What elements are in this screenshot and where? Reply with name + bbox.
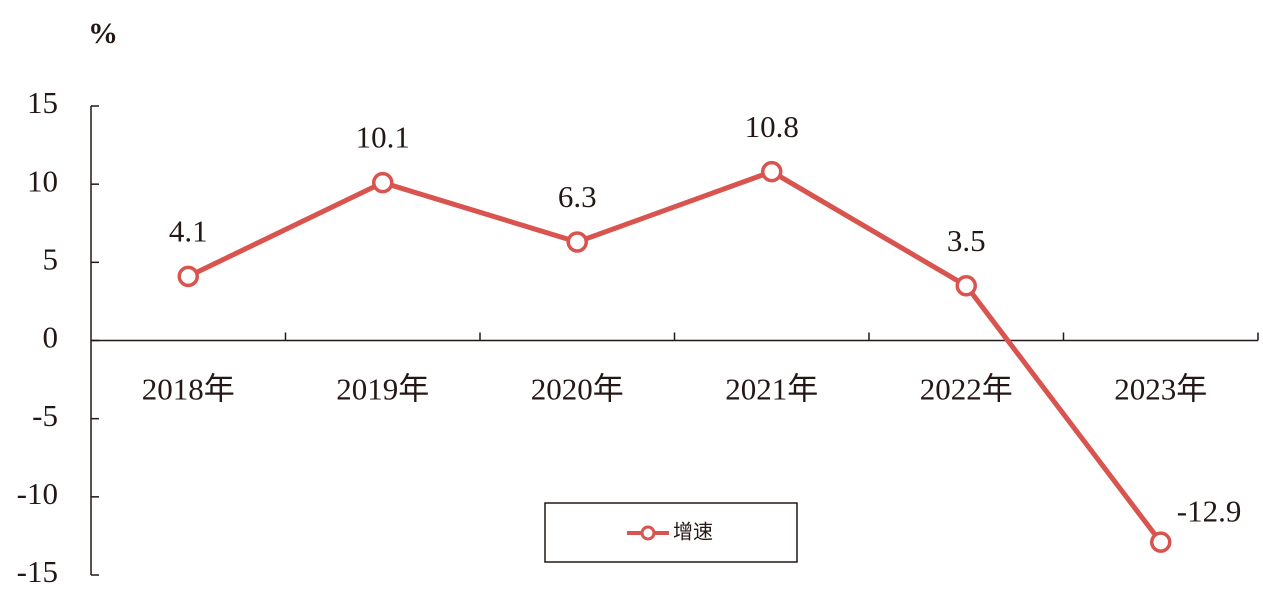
- point: [177, 265, 199, 288]
- y-tick-label: -5: [32, 398, 58, 433]
- y-tick-label: 0: [43, 320, 59, 355]
- point: [955, 275, 977, 297]
- series-line: [187, 168, 1163, 544]
- y-tick-label: 15: [27, 85, 58, 120]
- x-tick-label: 2020年: [531, 372, 624, 407]
- point: [566, 231, 588, 253]
- y-tick-label: 5: [43, 241, 59, 276]
- data-label: -12.9: [1177, 493, 1242, 528]
- x-tick-label: 2023年: [1114, 372, 1207, 407]
- data-label: 6.3: [558, 179, 597, 214]
- data-label: 4.1: [169, 214, 208, 249]
- x-tick-label: 2022年: [920, 372, 1013, 407]
- x-tick-label: 2019年: [336, 372, 429, 407]
- legend-box: [544, 502, 798, 563]
- x-tick-label: 2018年: [142, 372, 235, 407]
- point: [761, 160, 783, 183]
- point: [372, 171, 394, 194]
- y-tick-label: -10: [17, 476, 58, 511]
- data-label: 3.5: [947, 223, 986, 258]
- y-unit: %: [88, 17, 118, 50]
- y-tick-label: 10: [27, 163, 58, 198]
- data-label: 10.8: [745, 109, 799, 144]
- data-label: 10.1: [356, 120, 410, 155]
- legend-label: 增速: [673, 520, 713, 544]
- x-tick-label: 2021年: [725, 372, 818, 407]
- point: [1150, 531, 1172, 553]
- legend-marker: [640, 525, 656, 541]
- y-tick-label: -15: [17, 554, 58, 589]
